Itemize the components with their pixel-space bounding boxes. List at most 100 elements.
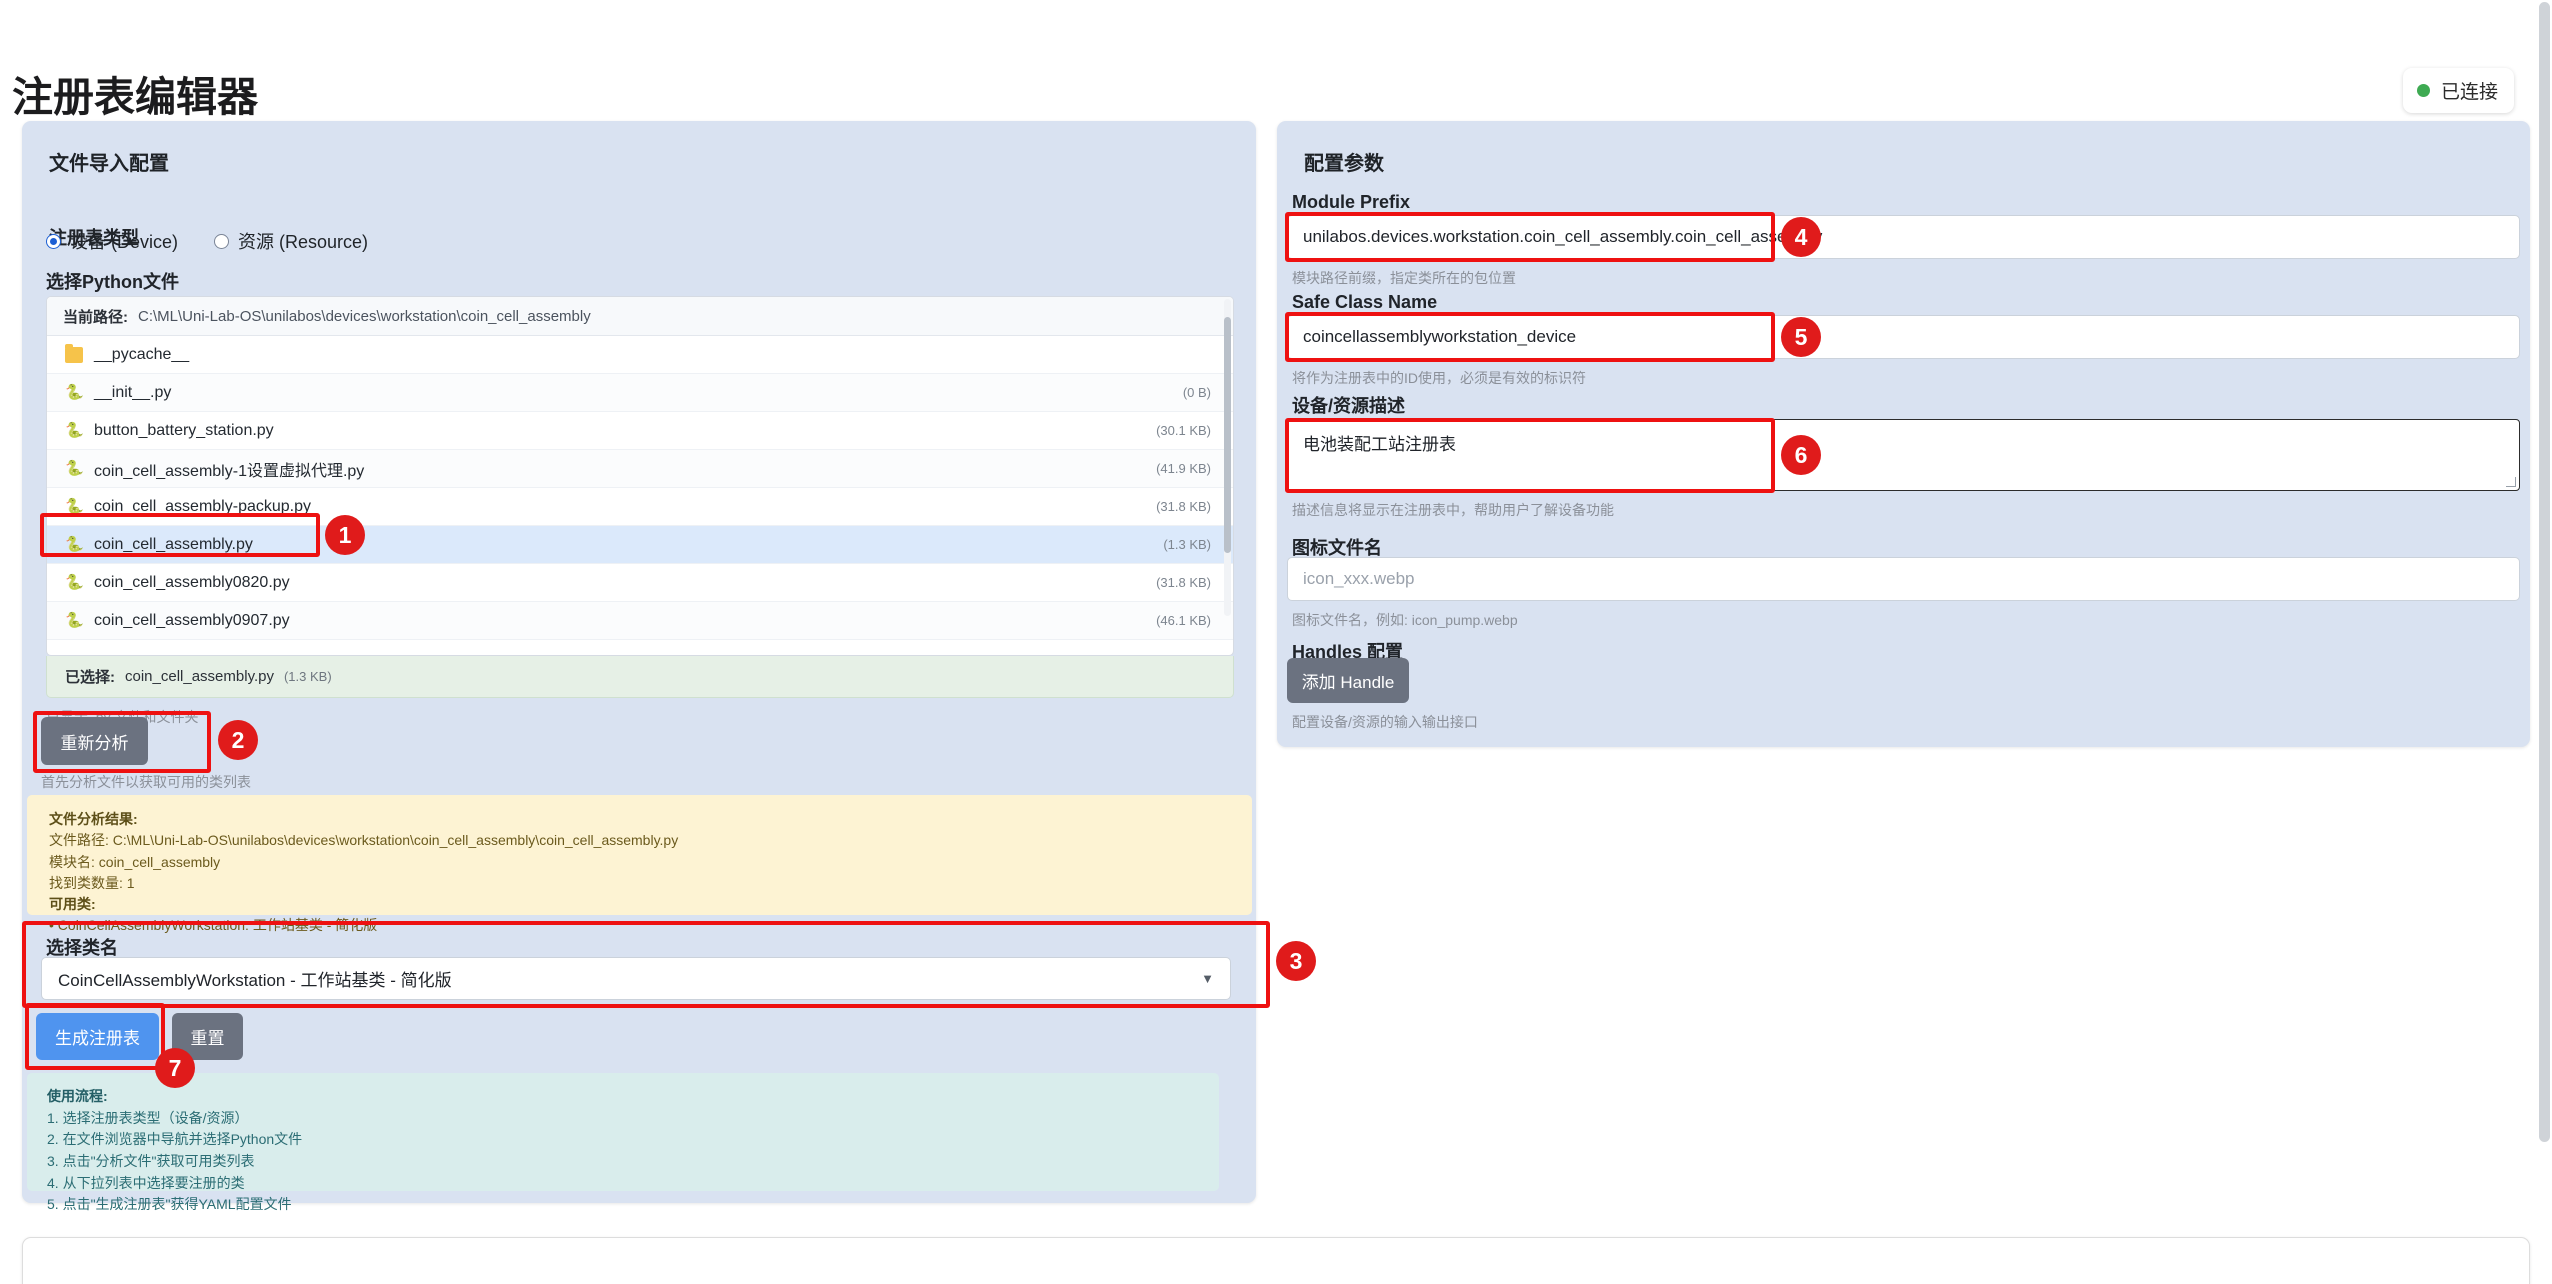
file-row-size: (1.3 KB) (1163, 537, 1211, 552)
file-row-label: coin_cell_assembly.py (94, 535, 253, 553)
module-prefix-input[interactable]: unilabos.devices.workstation.coin_cell_a… (1287, 215, 2520, 259)
current-path-key: 当前路径: (63, 308, 128, 326)
selected-file-bar: 已选择: coin_cell_assembly.py (1.3 KB) (46, 656, 1234, 698)
usage-flow-box: 使用流程: 1. 选择注册表类型（设备/资源） 2. 在文件浏览器中导航并选择P… (27, 1073, 1219, 1212)
python-file-icon: 🐍 (65, 459, 84, 477)
file-import-heading: 文件导入配置 (49, 153, 169, 175)
reset-button[interactable]: 重置 (172, 1013, 243, 1060)
file-row-label: __init__.py (94, 383, 172, 401)
file-row-label: coin_cell_assembly-packup.py (94, 497, 311, 515)
add-handle-button[interactable]: 添加 Handle (1287, 658, 1409, 703)
analysis-available-title: 可用类: (49, 896, 96, 913)
connection-status-label: 已连接 (2440, 82, 2498, 103)
radio-resource[interactable]: 资源 (Resource) (214, 228, 368, 254)
file-row[interactable]: 🐍 coin_cell_assembly-1设置虚拟代理.py (41.9 KB) (47, 450, 1233, 488)
file-row[interactable]: 🐍 coin_cell_assembly.py (1.3 KB) (47, 526, 1233, 564)
file-row-list: __pycache__ 🐍 __init__.py (0 B) 🐍 button_batt… (47, 336, 1233, 655)
icon-filename-placeholder: icon_xxx.webp (1303, 569, 1415, 588)
file-row-name-wrap: 🐍 button_battery_station.py (65, 422, 1156, 440)
bottom-output-panel (22, 1237, 2530, 1284)
python-file-icon: 🐍 (65, 383, 84, 401)
radio-resource-label: 资源 (Resource) (238, 232, 369, 252)
file-row-size: (0 B) (1182, 385, 1211, 400)
file-browser: 当前路径: C:\ML\Uni-Lab-OS\unilabos\devices\… (46, 296, 1234, 656)
safe-class-name-hint: 将作为注册表中的ID使用，必须是有效的标识符 (1292, 370, 1586, 386)
file-row[interactable]: 🐍 coin_cell_assembly0820.py (31.8 KB) (47, 564, 1233, 602)
python-file-icon: 🐍 (65, 497, 84, 515)
description-value: 电池装配工站注册表 (1303, 435, 1456, 454)
radio-device-icon (46, 233, 61, 249)
class-name-select-value: CoinCellAssemblyWorkstation - 工作站基类 - 简化… (58, 971, 452, 990)
safe-class-name-input[interactable]: coincellassemblyworkstation_device (1287, 315, 2520, 359)
folder-icon (65, 343, 83, 363)
module-prefix-hint: 模块路径前缀，指定类所在的包位置 (1292, 270, 1516, 286)
analysis-result-box: 文件分析结果: 文件路径: C:\ML\Uni-Lab-OS\unilabos\… (27, 795, 1252, 933)
file-row[interactable]: 🐍 __init__.py (0 B) (47, 374, 1233, 412)
analysis-file-path: 文件路径: C:\ML\Uni-Lab-OS\unilabos\devices\… (49, 832, 679, 849)
handles-label: Handles 配置 (1292, 642, 1404, 662)
class-select-label: 选择类名 (46, 938, 118, 958)
radio-device[interactable]: 设备 (Device) (46, 228, 178, 254)
annotation-marker-3: 3 (1276, 941, 1316, 981)
icon-filename-input[interactable]: icon_xxx.webp (1287, 557, 2520, 601)
python-file-icon: 🐍 (65, 611, 84, 629)
safe-class-name-label: Safe Class Name (1292, 292, 1438, 312)
description-label: 设备/资源描述 (1292, 396, 1406, 416)
page-scrollbar[interactable] (2536, 0, 2552, 1284)
usage-step: 3. 点击"分析文件"获取可用类列表 (47, 1153, 255, 1170)
selected-file-name: coin_cell_assembly.py (125, 668, 274, 685)
file-row-label: coin_cell_assembly-1设置虚拟代理.py (94, 462, 365, 480)
radio-device-label: 设备 (Device) (70, 232, 179, 252)
python-file-icon: 🐍 (65, 573, 84, 591)
current-path-bar: 当前路径: C:\ML\Uni-Lab-OS\unilabos\devices\… (47, 297, 1233, 336)
python-file-icon: 🐍 (65, 535, 84, 553)
file-row-size: (31.8 KB) (1156, 575, 1211, 590)
file-row-size: (41.9 KB) (1156, 461, 1211, 476)
description-textarea[interactable]: 电池装配工站注册表 (1287, 419, 2520, 491)
description-hint: 描述信息将显示在注册表中，帮助用户了解设备功能 (1292, 502, 1614, 518)
chevron-down-icon: ▼ (1201, 971, 1214, 986)
connection-status-badge: 已连接 (2402, 68, 2514, 113)
usage-step: 5. 点击"生成注册表"获得YAML配置文件 (47, 1196, 292, 1213)
python-file-icon: 🐍 (65, 421, 84, 439)
file-row-size: (31.8 KB) (1156, 499, 1211, 514)
module-prefix-value: unilabos.devices.workstation.coin_cell_a… (1303, 227, 1823, 246)
reanalyze-hint: 首先分析文件以获取可用的类列表 (41, 774, 251, 790)
reanalyze-button[interactable]: 重新分析 (41, 717, 148, 765)
file-row[interactable]: 🐍 button_battery_station.py (30.1 KB) (47, 412, 1233, 450)
generate-registry-button[interactable]: 生成注册表 (36, 1013, 159, 1060)
current-path-value: C:\ML\Uni-Lab-OS\unilabos\devices\workst… (138, 307, 591, 325)
file-row-name-wrap: 🐍 coin_cell_assembly0820.py (65, 574, 1156, 592)
handles-hint: 配置设备/资源的输入输出接口 (1292, 714, 1478, 730)
file-row-size: (46.1 KB) (1156, 613, 1211, 628)
file-picker-label: 选择Python文件 (46, 272, 179, 292)
file-row[interactable]: __pycache__ (47, 336, 1233, 374)
analysis-module-name: 模块名: coin_cell_assembly (49, 853, 221, 870)
connection-dot-icon (2416, 84, 2430, 97)
page-scrollbar-thumb[interactable] (2539, 2, 2550, 1142)
file-row-name-wrap: 🐍 coin_cell_assembly-1设置虚拟代理.py (65, 457, 1156, 481)
file-list-scrollbar[interactable] (1224, 299, 1231, 616)
selected-file-key: 已选择: (65, 669, 115, 686)
usage-title: 使用流程: (47, 1088, 108, 1104)
module-prefix-label: Module Prefix (1292, 192, 1411, 212)
analysis-available-item: • CoinCellAssemblyWorkstation: 工作站基类 - 简… (49, 917, 378, 934)
file-row-name-wrap: 🐍 coin_cell_assembly-packup.py (65, 498, 1156, 516)
safe-class-name-value: coincellassemblyworkstation_device (1303, 327, 1577, 346)
radio-resource-icon (214, 233, 230, 249)
file-row[interactable]: 🐍 coin_cell_assembly-packup.py (31.8 KB) (47, 488, 1233, 526)
icon-filename-label: 图标文件名 (1292, 538, 1382, 558)
registry-type-radio-group: 设备 (Device) 资源 (Resource) (46, 228, 368, 254)
class-name-select[interactable]: CoinCellAssemblyWorkstation - 工作站基类 - 简化… (41, 957, 1231, 1000)
analysis-class-count: 找到类数量: 1 (49, 874, 135, 891)
scrollbar-thumb[interactable] (1224, 317, 1231, 553)
analysis-title: 文件分析结果: (49, 811, 138, 827)
file-row-label: button_battery_station.py (94, 421, 274, 439)
registry-type-label: 注册表类型 (49, 228, 139, 248)
file-row[interactable]: 🐍 coin_cell_assembly0907.py (46.1 KB) (47, 602, 1233, 640)
file-row-name-wrap: __pycache__ (65, 343, 1211, 364)
icon-filename-hint: 图标文件名，例如: icon_pump.webp (1292, 612, 1518, 628)
file-row-size: (30.1 KB) (1156, 423, 1211, 438)
file-row-name-wrap: 🐍 coin_cell_assembly0907.py (65, 612, 1156, 630)
